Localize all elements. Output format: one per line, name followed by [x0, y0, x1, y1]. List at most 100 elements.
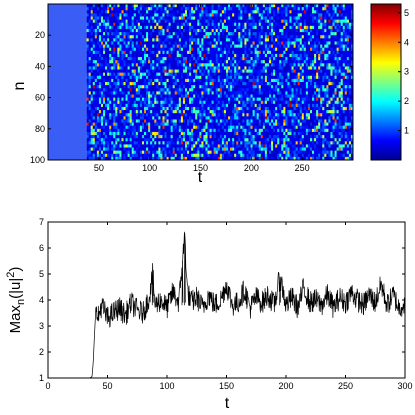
heatmap-cell — [228, 91, 231, 95]
heatmap-cell — [201, 106, 204, 111]
heatmap-cell — [203, 138, 206, 142]
heatmap-cell — [207, 147, 210, 152]
heatmap-cell — [254, 47, 258, 52]
heatmap-cell — [121, 57, 124, 61]
heatmap-cell — [184, 66, 188, 70]
heatmap-cell — [150, 153, 153, 158]
heatmap-cell — [223, 16, 227, 20]
heatmap-cell — [273, 100, 276, 105]
heatmap-cell — [225, 91, 229, 95]
heatmap-cell — [174, 75, 178, 80]
heatmap-cell — [281, 60, 284, 64]
heatmap-cell — [133, 16, 137, 20]
heatmap-cell — [129, 41, 133, 45]
heatmap-cell — [213, 138, 217, 142]
heatmap-cell — [154, 63, 157, 67]
heatmap-cell — [197, 7, 200, 11]
heatmap-cell — [152, 138, 155, 142]
heatmap-cell — [129, 156, 133, 161]
heatmap-cell — [121, 75, 124, 80]
heatmap-cell — [172, 106, 176, 111]
heatmap-cell — [123, 116, 126, 120]
heatmap-cell — [125, 147, 129, 152]
heatmap-cell — [195, 35, 198, 39]
heatmap-cell — [268, 135, 272, 139]
heatmap-cell — [180, 60, 184, 64]
heatmap-cell — [121, 147, 124, 152]
heatmap-cell — [127, 10, 131, 14]
heatmap-cell — [277, 125, 280, 130]
heatmap-cell — [96, 131, 100, 136]
heatmap-cell — [215, 44, 219, 49]
heatmap-cell — [234, 4, 237, 8]
heatmap-cell — [279, 75, 282, 80]
heatmap-cell — [103, 94, 106, 98]
heatmap-cell — [107, 72, 110, 77]
heatmap-cell — [238, 4, 241, 8]
heatmap-cell — [289, 19, 292, 24]
heatmap-cell — [90, 69, 94, 74]
heatmap-cell — [172, 53, 176, 58]
heatmap-cell — [187, 28, 190, 33]
heatmap-cell — [215, 75, 219, 80]
heatmap-cell — [184, 16, 188, 20]
heatmap-cell — [148, 141, 151, 145]
heatmap-cell — [238, 150, 241, 155]
heatmap-cell — [238, 116, 241, 120]
heatmap-cell — [240, 75, 243, 80]
heatmap-cell — [285, 50, 288, 55]
heatmap-cell — [137, 138, 141, 142]
heatmap-cell — [150, 69, 153, 74]
heatmap-cell — [221, 147, 225, 152]
heatmap-cell — [230, 4, 233, 8]
heatmap-cell — [168, 4, 172, 8]
heatmap-cell — [207, 144, 210, 148]
heatmap-cell — [90, 25, 94, 30]
heatmap-cell — [166, 13, 169, 17]
heatmap-cell — [150, 138, 153, 142]
heatmap-cell — [242, 131, 245, 136]
heatmap-cell — [273, 28, 276, 33]
heatmap-cell — [223, 156, 227, 161]
heatmap-cell — [189, 75, 192, 80]
heatmap-cell — [123, 78, 126, 83]
heatmap-cell — [178, 22, 182, 27]
heatmap-cell — [170, 7, 174, 11]
heatmap-cell — [88, 113, 92, 117]
heatmap-cell — [105, 156, 108, 161]
heatmap-cell — [152, 131, 155, 136]
heatmap-cell — [135, 103, 139, 108]
heatmap-cell — [240, 57, 243, 61]
heatmap-cell — [139, 22, 143, 27]
heatmap-cell — [184, 7, 188, 11]
heatmap-cell — [240, 53, 243, 58]
heatmap-cell — [86, 78, 90, 83]
heatmap-cell — [94, 50, 98, 55]
heatmap-cell — [207, 44, 210, 49]
heatmap-cell — [203, 7, 206, 11]
heatmap-cell — [187, 75, 190, 80]
heatmap-cell — [137, 113, 141, 117]
heatmap-cell — [225, 106, 229, 111]
heatmap-cell — [178, 88, 182, 92]
heatmap-cell — [244, 138, 247, 142]
heatmap-cell — [279, 69, 282, 74]
heatmap-cell — [234, 10, 237, 14]
heatmap-cell — [248, 97, 251, 102]
heatmap-cell — [277, 135, 280, 139]
heatmap-cell — [174, 138, 178, 142]
heatmap-cell — [160, 116, 163, 120]
heatmap-cell — [184, 147, 188, 152]
heatmap-cell — [125, 75, 129, 80]
heatmap-cell — [283, 91, 286, 95]
heatmap-cell — [250, 85, 253, 89]
heatmap-cell — [176, 110, 180, 114]
heatmap-cell — [107, 116, 110, 120]
heatmap-cell — [170, 106, 174, 111]
heatmap-cell — [244, 10, 247, 14]
heatmap-cell — [199, 22, 202, 27]
heatmap-cell — [117, 153, 120, 158]
heatmap-cell — [250, 10, 253, 14]
heatmap-cell — [158, 38, 161, 42]
heatmap-cell — [144, 128, 147, 133]
